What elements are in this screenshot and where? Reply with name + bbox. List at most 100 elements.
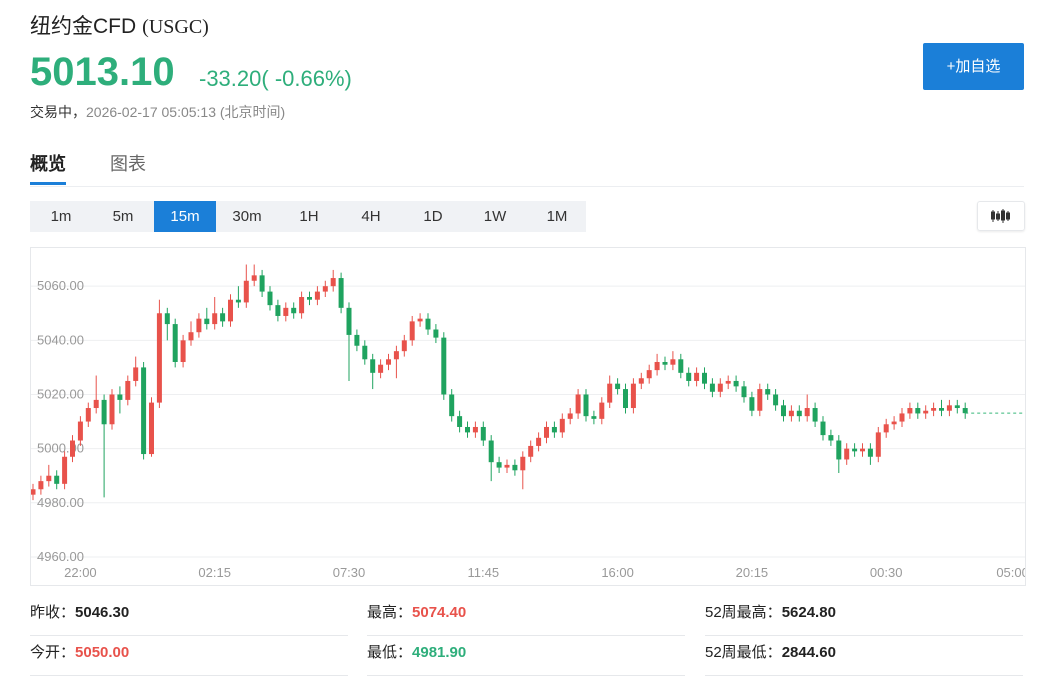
candle-body — [702, 372, 707, 384]
candle-body — [164, 313, 170, 325]
last-price: 5013.10 — [30, 50, 175, 94]
candle-body — [243, 280, 249, 303]
candle-body — [852, 448, 858, 452]
candle-body — [299, 297, 305, 314]
stat-value: 5046.30 — [75, 604, 130, 621]
status: 交易中， — [30, 104, 86, 120]
candle-body — [796, 410, 802, 417]
candlestick-chart: 4960.00 4980.00 5000.00 5020.00 5040.00 5060.… — [30, 247, 1026, 586]
candle-body — [346, 307, 352, 335]
candle-body — [196, 318, 202, 333]
period-button[interactable]: 30m — [232, 208, 262, 225]
candle-body — [338, 278, 344, 308]
candle-body — [907, 408, 913, 414]
candle-body — [267, 291, 273, 306]
candle-body — [378, 364, 384, 373]
stat-label: 今开： — [30, 644, 76, 661]
candle-body — [125, 380, 131, 400]
period-button[interactable]: 1M — [546, 208, 568, 225]
x-tick-label: 00:30 — [870, 565, 903, 580]
stat-label: 最低： — [367, 644, 413, 661]
candle-body — [85, 408, 91, 422]
y-tick-label: 5060.00 — [37, 278, 84, 293]
stat-item: 最低：4981.90 — [367, 636, 685, 676]
stat-item: 52周最高：5624.80 — [705, 596, 1023, 636]
candle-body — [915, 408, 921, 414]
stat-value: 5624.80 — [781, 604, 836, 621]
candle-body — [709, 383, 715, 392]
candle-body — [630, 383, 636, 409]
candle-body — [235, 299, 241, 303]
candle-body — [38, 481, 44, 490]
change-percent: ( -0.66%) — [261, 66, 352, 91]
divider — [30, 186, 1024, 187]
candle-body — [646, 370, 652, 379]
candle-body — [599, 402, 605, 419]
stat-item: 52周最低：2844.60 — [705, 636, 1023, 676]
candle-body — [567, 413, 573, 419]
candle-body — [559, 418, 565, 433]
candle-body — [788, 410, 794, 417]
stat-label: 最高： — [367, 604, 413, 621]
candle-body — [962, 408, 968, 414]
candle-body — [46, 475, 52, 482]
candle-body — [654, 361, 660, 371]
period-button[interactable]: 1D — [423, 208, 443, 225]
period-button[interactable]: 15m — [154, 201, 216, 232]
period-button[interactable]: 5m — [112, 208, 134, 225]
candle-body — [180, 340, 186, 362]
stat-value: 5074.40 — [412, 604, 467, 621]
period-button[interactable]: 1W — [483, 208, 507, 225]
stat-item: 昨收：5046.30 — [30, 596, 348, 636]
candle-body — [591, 416, 597, 419]
candle-body — [512, 464, 518, 471]
candle-body — [946, 405, 952, 411]
candle-body — [354, 334, 360, 346]
candle-body — [638, 378, 644, 384]
candle-body — [457, 416, 463, 427]
candle-body — [77, 421, 83, 441]
y-tick-label: 5000.00 — [37, 441, 84, 456]
x-tick-label: 16:00 — [601, 565, 634, 580]
candle-body — [307, 297, 312, 300]
y-tick-label: 5020.00 — [37, 386, 84, 401]
candle-body — [939, 408, 944, 411]
candle-body — [575, 394, 581, 414]
candle-body — [536, 437, 542, 446]
candle-body — [583, 394, 589, 417]
period-button[interactable]: 1m — [50, 208, 72, 225]
change: -33.20 — [199, 66, 262, 91]
x-tick-label: 22:00 — [64, 565, 97, 580]
candle-body — [417, 318, 423, 322]
timestamp: 2026-02-17 05:05:13 — [86, 104, 216, 120]
candle-body — [31, 489, 36, 495]
timezone: (北京时间) — [219, 104, 286, 120]
tab[interactable]: 概览 — [30, 150, 66, 185]
chart-type-button[interactable] — [977, 201, 1025, 231]
candle-body — [314, 291, 320, 300]
stat-value: 2844.60 — [781, 644, 836, 661]
candle-body — [725, 380, 731, 384]
candle-body — [836, 440, 842, 460]
period-button[interactable]: 1H — [299, 208, 319, 225]
candle-body — [291, 307, 297, 314]
candle-body — [70, 440, 75, 457]
stat-item: 最高：5074.40 — [367, 596, 685, 636]
candle-body — [449, 394, 455, 417]
candle-body — [867, 448, 873, 457]
tab[interactable]: 图表 — [110, 154, 146, 174]
candle-body — [686, 372, 692, 381]
candle-body — [425, 318, 431, 330]
candle-body — [188, 332, 194, 341]
candle-body — [149, 402, 154, 455]
candle-body — [322, 286, 328, 292]
candle-body — [528, 445, 534, 457]
x-tick-label: 02:15 — [198, 565, 231, 580]
candle-icon — [991, 209, 1010, 223]
candle-body — [678, 359, 684, 373]
candle-body — [330, 278, 336, 287]
period-button[interactable]: 4H — [361, 208, 381, 225]
add-watchlist-button[interactable]: +加自选 — [923, 43, 1024, 90]
candle-body — [204, 318, 210, 325]
period-selector: 1m 5m 15m 30m 1H 4H 1D 1W 1M — [30, 201, 586, 232]
